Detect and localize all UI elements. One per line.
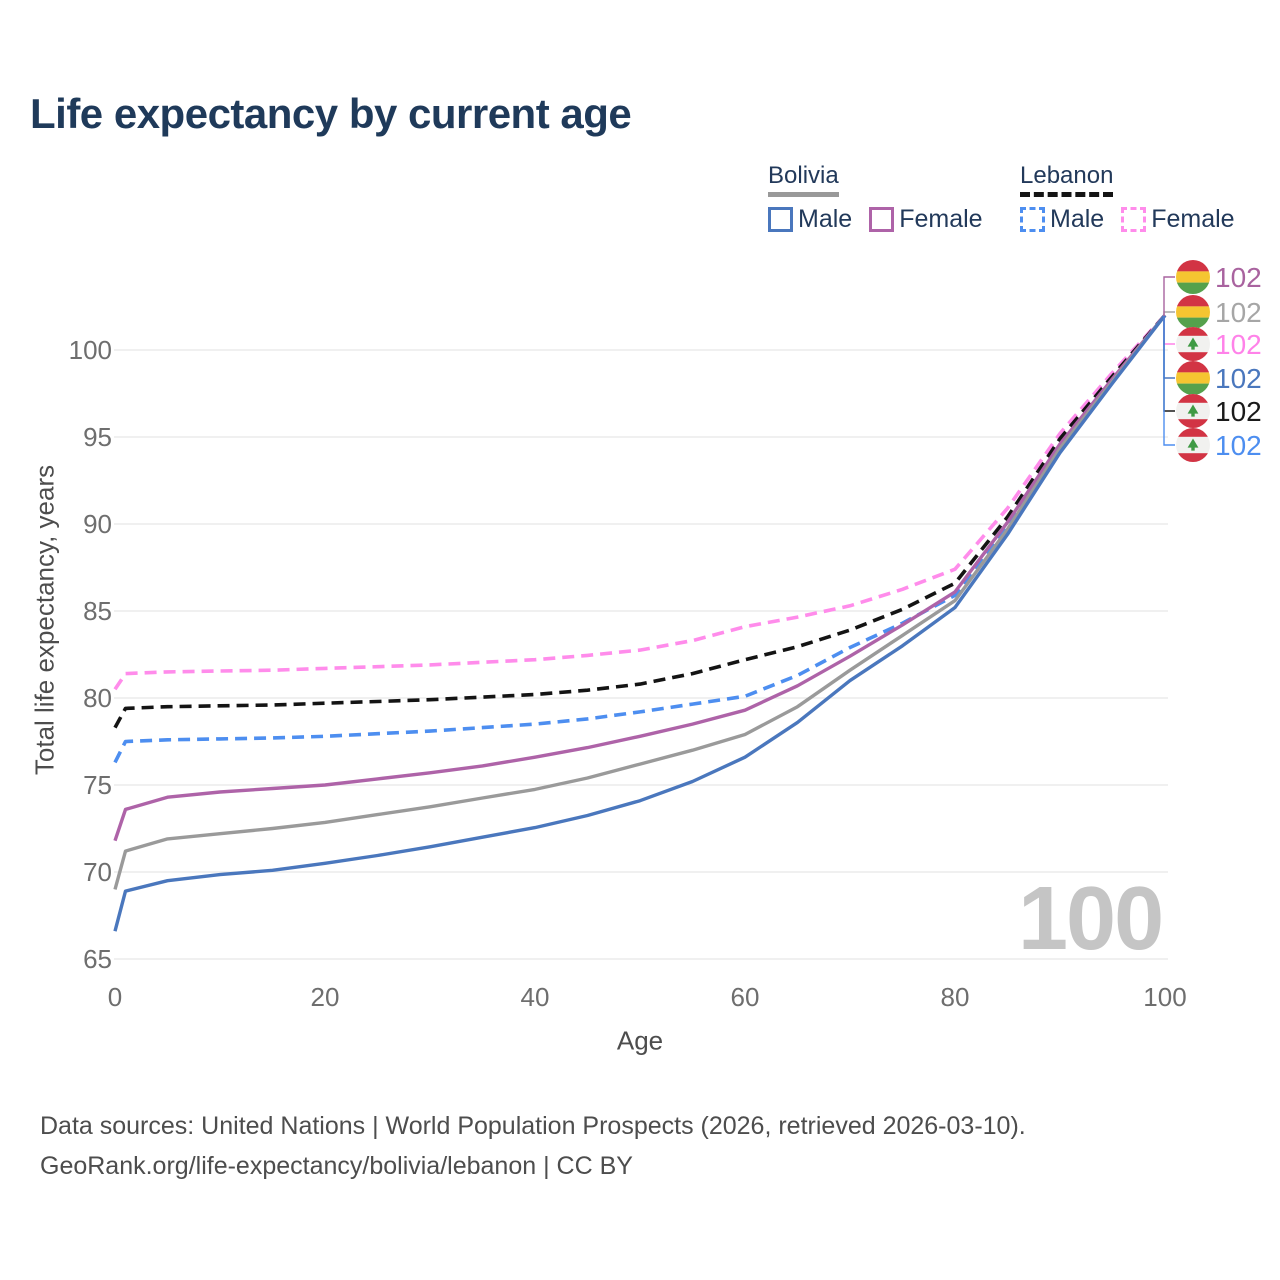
series-line-bolivia-male[interactable]	[113, 314, 1167, 932]
legend-bolivia-female-label: Female	[899, 205, 983, 233]
x-tick-label-100: 100	[1143, 982, 1186, 1012]
flag-icon-lebanon	[1176, 428, 1210, 462]
lebanon-female-swatch-icon	[1121, 207, 1147, 232]
x-tick-label-20: 20	[311, 982, 340, 1012]
page-title: Life expectancy by current age	[30, 90, 632, 137]
y-tick-label-85: 85	[83, 596, 112, 626]
end-value-label-bolivia-both-sexes: 102	[1215, 297, 1262, 328]
flag-icon-lebanon	[1176, 327, 1210, 361]
bolivia-female-swatch-icon	[869, 207, 895, 232]
series-line-lebanon-both-sexes[interactable]	[113, 314, 1167, 729]
footer: Data sources: United Nations | World Pop…	[40, 1106, 1026, 1186]
lebanon-male-swatch-icon	[1020, 207, 1045, 232]
legend-bolivia-male[interactable]: Male	[768, 205, 852, 234]
y-tick-label-75: 75	[83, 770, 112, 800]
legend-bolivia-female[interactable]: Female	[869, 205, 983, 234]
callout-connector-lebanon-female	[1163, 316, 1175, 345]
end-value-label-lebanon-both-sexes: 102	[1215, 396, 1262, 427]
callout-connector-lebanon-male	[1163, 316, 1175, 446]
legend-lebanon-female-label: Female	[1151, 205, 1235, 233]
bolivia-male-swatch-icon	[768, 207, 793, 232]
end-value-label-bolivia-female: 102	[1215, 262, 1262, 293]
footer-sources: Data sources: United Nations | World Pop…	[40, 1112, 1026, 1140]
y-axis-title: Total life expectancy, years	[29, 464, 60, 776]
legend-lebanon-male[interactable]: Male	[1020, 205, 1104, 234]
legend-bolivia-title[interactable]: Bolivia	[768, 162, 839, 197]
flag-icon-lebanon	[1176, 394, 1210, 428]
series-line-lebanon-female[interactable]	[113, 313, 1167, 691]
callout-connector-lebanon-both-sexes	[1163, 316, 1175, 412]
callout-connector-bolivia-male	[1163, 316, 1175, 379]
flag-icon-bolivia	[1176, 295, 1210, 329]
x-tick-label-60: 60	[731, 982, 760, 1012]
series-line-lebanon-male[interactable]	[113, 314, 1167, 764]
y-tick-label-70: 70	[83, 857, 112, 887]
axis-tick-labels: 65 70 75 80 85 90 95 100 0 20 40 60 80 100	[69, 335, 1187, 1012]
y-tick-label-80: 80	[83, 683, 112, 713]
legend-lebanon-female[interactable]: Female	[1121, 205, 1235, 234]
footer-attribution: GeoRank.org/life-expectancy/bolivia/leba…	[40, 1152, 633, 1180]
end-value-label-lebanon-female: 102	[1215, 329, 1262, 360]
y-tick-label-100: 100	[69, 335, 112, 365]
y-tick-label-90: 90	[83, 509, 112, 539]
x-tick-label-0: 0	[108, 982, 122, 1012]
callout-connector-bolivia-both-sexes	[1163, 311, 1175, 316]
series-line-bolivia-both-sexes[interactable]	[113, 314, 1167, 890]
legend-bolivia-male-label: Male	[798, 205, 853, 233]
x-axis-title: Age	[616, 1025, 664, 1056]
x-tick-label-40: 40	[521, 982, 550, 1012]
legend-group-lebanon: Lebanon Male Female	[1020, 162, 1252, 234]
end-value-label-bolivia-male: 102	[1215, 363, 1262, 394]
flag-icon-bolivia	[1176, 260, 1210, 294]
legend-lebanon-male-label: Male	[1050, 205, 1105, 233]
callout-connector-bolivia-female	[1163, 276, 1175, 316]
y-tick-label-95: 95	[83, 422, 112, 452]
flag-icon-bolivia	[1176, 361, 1210, 395]
legend-lebanon-title[interactable]: Lebanon	[1020, 162, 1114, 197]
series-curves	[113, 313, 1167, 932]
legend-group-bolivia: Bolivia Male Female	[768, 162, 1000, 234]
gridlines	[114, 349, 1168, 960]
x-tick-label-80: 80	[941, 982, 970, 1012]
end-value-label-lebanon-male: 102	[1215, 430, 1262, 461]
y-tick-label-65: 65	[83, 944, 112, 974]
age-watermark: 100	[1018, 869, 1164, 969]
series-line-bolivia-female[interactable]	[113, 314, 1167, 842]
